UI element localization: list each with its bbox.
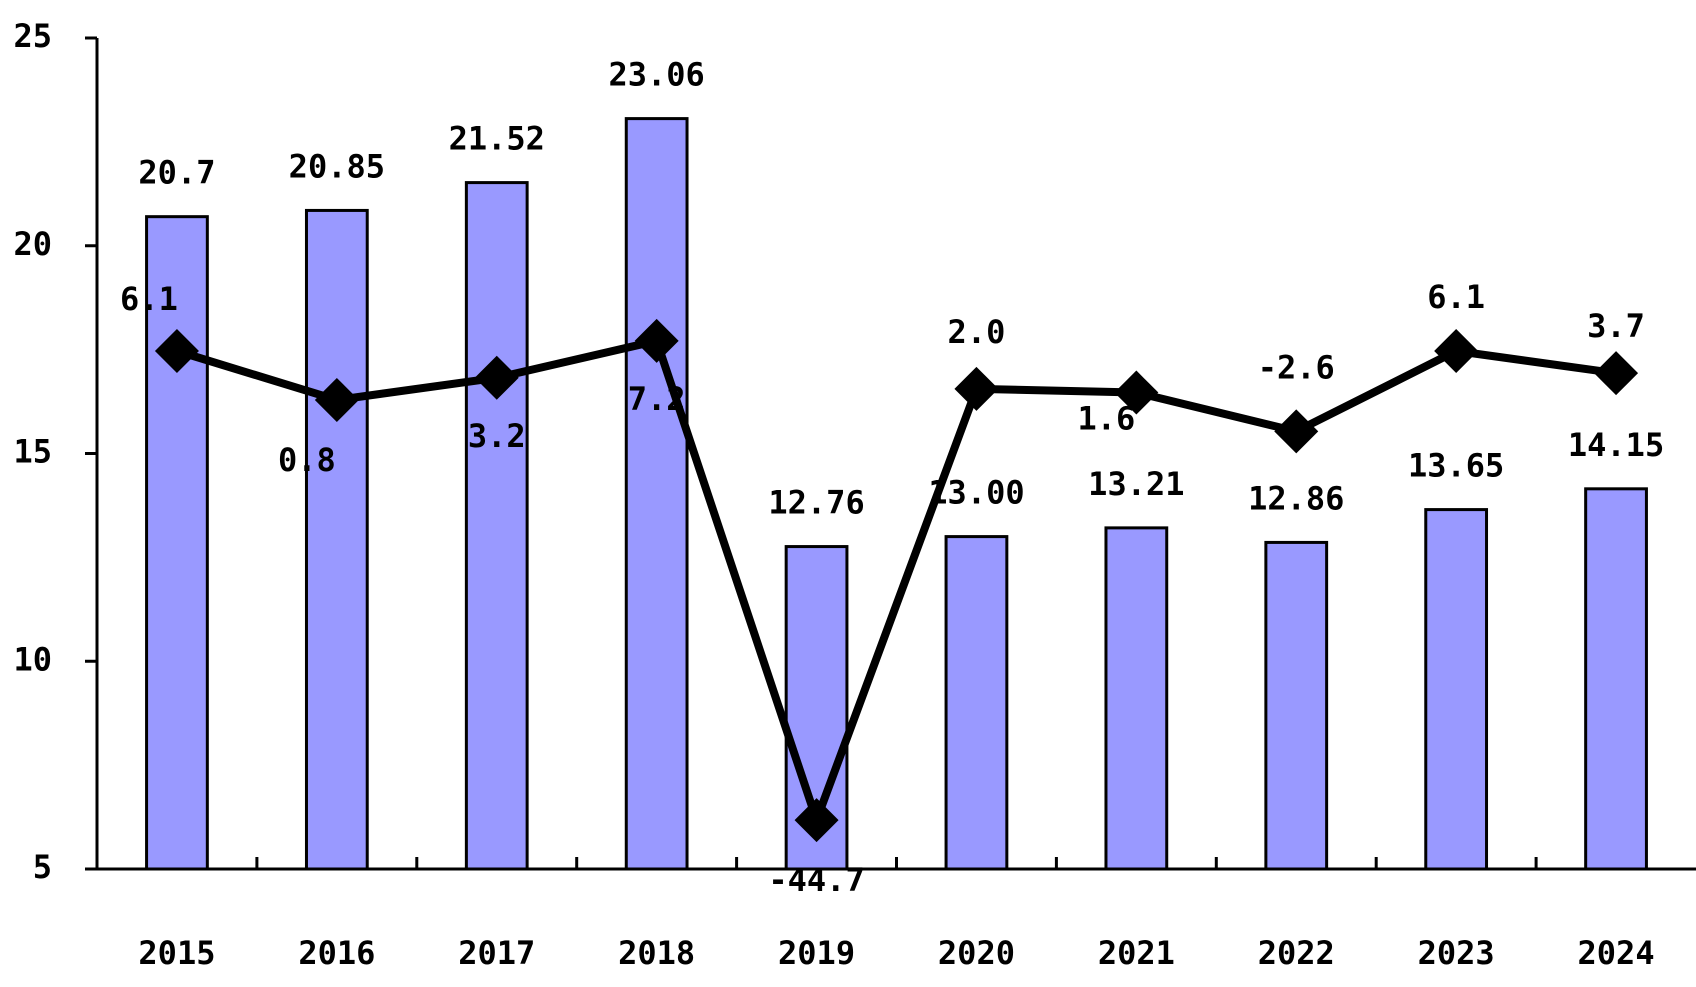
- line-value-label: -2.6: [1258, 348, 1335, 386]
- line-value-label: 3.2: [468, 417, 526, 455]
- bar: [304, 208, 369, 871]
- bar: [1104, 526, 1169, 871]
- y-tick-label: 10: [13, 640, 52, 678]
- x-tick-label: 2015: [138, 934, 215, 972]
- bar: [145, 215, 209, 871]
- bar-value-label: 20.7: [138, 154, 215, 192]
- line-value-label: 6.1: [1427, 278, 1485, 316]
- bar-value-label: 20.85: [289, 147, 385, 185]
- bar: [624, 117, 689, 871]
- line-value-label: -44.7: [768, 861, 864, 899]
- y-tick-label: 5: [33, 848, 52, 886]
- x-tick-label: 2021: [1098, 934, 1175, 972]
- bar: [464, 181, 529, 871]
- bar-value-label: 12.86: [1248, 479, 1344, 517]
- x-tick-label: 2017: [458, 934, 535, 972]
- marker: [1434, 329, 1479, 374]
- marker: [314, 377, 359, 422]
- bar-value-label: 13.65: [1408, 447, 1504, 485]
- bar: [1424, 508, 1489, 871]
- line-value-label: 3.7: [1587, 307, 1645, 345]
- marker: [474, 355, 519, 400]
- x-tick-label: 2016: [298, 934, 375, 972]
- marker: [794, 798, 839, 843]
- bar: [944, 535, 1009, 871]
- line-value-label: 2.0: [948, 313, 1006, 351]
- y-tick-label: 20: [13, 225, 52, 263]
- y-tick-label: 25: [13, 17, 52, 55]
- marker: [154, 329, 199, 374]
- x-tick-label: 2022: [1258, 934, 1335, 972]
- x-tick-label: 2018: [618, 934, 695, 972]
- bar-value-label: 12.76: [768, 484, 864, 522]
- bar: [1264, 540, 1329, 871]
- x-tick-label: 2020: [938, 934, 1015, 972]
- bar-value-label: 21.52: [449, 120, 545, 158]
- x-tick-label: 2023: [1418, 934, 1495, 972]
- y-tick-label: 15: [13, 433, 52, 471]
- marker: [1274, 409, 1319, 454]
- bar-value-label: 13.21: [1088, 465, 1184, 503]
- line-value-label: 7.2: [628, 380, 686, 418]
- bar: [1584, 487, 1648, 871]
- line: [175, 336, 1617, 825]
- line-value-label: 6.1: [120, 280, 178, 318]
- marker: [1114, 370, 1159, 415]
- line-value-label: 1.6: [1077, 400, 1135, 438]
- bar-value-label: 13.00: [928, 474, 1024, 512]
- bar-value-label: 23.06: [608, 56, 704, 94]
- x-tick-label: 2019: [778, 934, 855, 972]
- marker: [1594, 351, 1639, 396]
- marker: [954, 366, 999, 411]
- bar-value-label: 14.15: [1568, 426, 1664, 464]
- x-tick-label: 2024: [1578, 934, 1655, 972]
- marker: [634, 318, 679, 363]
- line-value-label: 0.8: [278, 441, 336, 479]
